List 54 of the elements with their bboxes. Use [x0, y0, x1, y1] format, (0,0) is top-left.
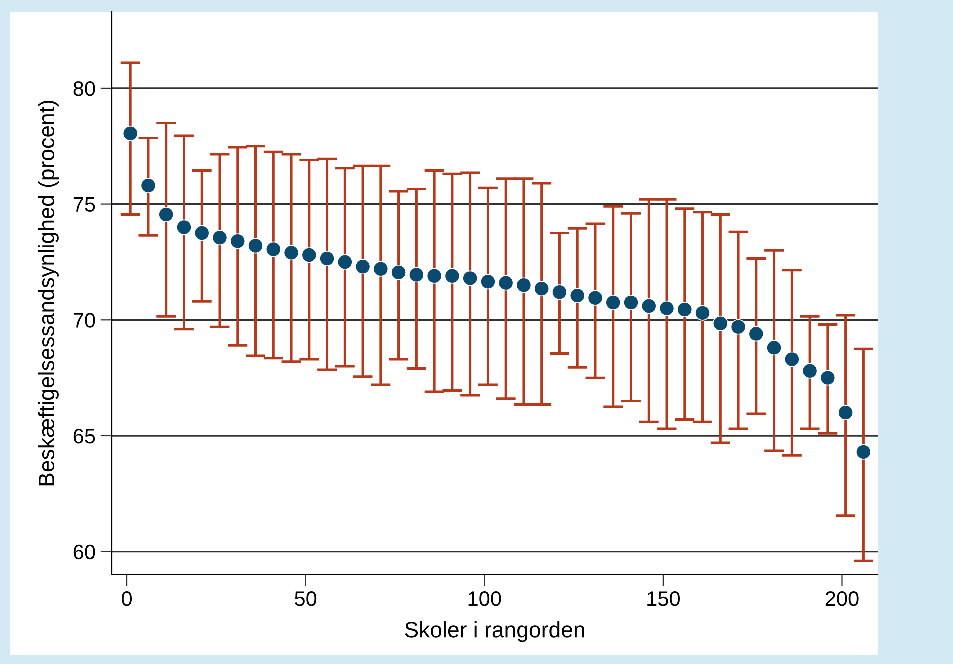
- point: [122, 126, 138, 142]
- y-tick-label: 80: [74, 81, 96, 96]
- point: [408, 267, 424, 283]
- point: [248, 238, 264, 254]
- point: [570, 288, 586, 304]
- point: [337, 254, 353, 270]
- point: [730, 319, 746, 335]
- point: [284, 245, 300, 261]
- y-tick-label: 60: [74, 544, 96, 560]
- point: [426, 268, 442, 284]
- point: [766, 340, 782, 356]
- x-tick-label: 100: [468, 592, 502, 606]
- point: [856, 444, 872, 460]
- point: [516, 278, 532, 294]
- y-axis-title: Beskæftigelsessandsynlighed (procent): [38, 100, 59, 486]
- point: [498, 275, 514, 291]
- point: [641, 298, 657, 314]
- point: [480, 274, 496, 290]
- point: [820, 370, 836, 386]
- x-tick-label: 150: [648, 592, 680, 606]
- point: [302, 248, 318, 263]
- point: [588, 290, 604, 306]
- point: [373, 261, 389, 277]
- point: [712, 316, 728, 332]
- point: [176, 220, 192, 236]
- point: [320, 251, 335, 266]
- x-axis-title: Skoler i rangorden: [405, 622, 584, 642]
- point: [606, 295, 622, 310]
- point: [695, 305, 710, 321]
- x-tick-label: 200: [826, 592, 859, 606]
- point: [212, 230, 228, 246]
- y-tick-label: 70: [74, 313, 96, 328]
- point: [659, 300, 675, 316]
- point: [838, 405, 854, 421]
- y-tick-label: 65: [74, 428, 96, 444]
- point: [624, 295, 639, 310]
- point: [230, 234, 246, 250]
- y-tick-label: 75: [74, 198, 96, 212]
- point: [391, 264, 407, 280]
- point: [194, 226, 210, 241]
- point: [140, 178, 156, 194]
- x-tick-label: 0: [122, 592, 132, 606]
- point: [266, 242, 282, 258]
- point: [552, 284, 568, 300]
- point: [748, 326, 764, 342]
- point: [158, 207, 174, 222]
- point: [677, 302, 693, 318]
- point: [355, 259, 371, 275]
- point: [534, 281, 550, 297]
- point: [444, 268, 460, 284]
- point: [462, 270, 478, 286]
- point: [784, 352, 800, 368]
- point: [802, 363, 818, 379]
- x-tick-label: 50: [295, 592, 317, 606]
